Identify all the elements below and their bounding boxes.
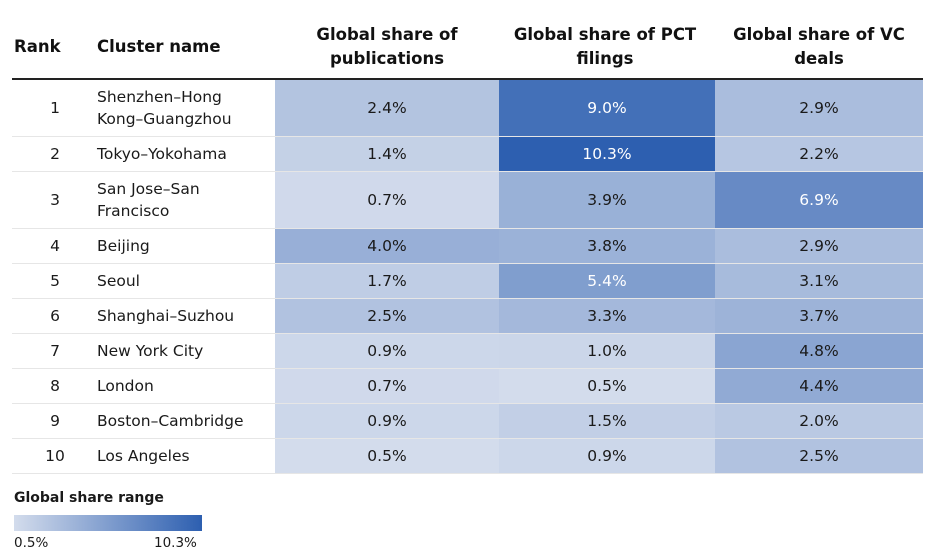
vc-deals-cell: 3.1% <box>715 264 923 298</box>
rank-cell: 1 <box>50 99 60 117</box>
pct-filings-cell: 3.8% <box>499 229 715 263</box>
header-publications: Global share of publications <box>316 25 458 68</box>
pct-filings-cell: 3.3% <box>499 299 715 333</box>
header-rank: Rank <box>14 37 61 56</box>
cluster-name-cell: Boston–Cambridge <box>97 412 244 430</box>
vc-deals-cell: 2.2% <box>715 137 923 171</box>
vc-deals-cell: 2.9% <box>715 80 923 136</box>
header-vc-deals: Global share of VC deals <box>733 25 905 68</box>
cluster-name-cell: New York City <box>97 342 204 360</box>
vc-deals-cell: 2.0% <box>715 404 923 438</box>
table-row: 9 Boston–Cambridge 0.9% 1.5% 2.0% <box>12 404 923 439</box>
pct-filings-cell: 3.9% <box>499 172 715 228</box>
cluster-name-cell: Shanghai–Suzhou <box>97 307 235 325</box>
legend-min-label: 0.5% <box>14 535 49 551</box>
cluster-name-cell: Tokyo–Yokohama <box>97 145 227 163</box>
rank-cell: 10 <box>45 447 65 465</box>
publications-cell: 0.7% <box>275 369 499 403</box>
table-row: 5 Seoul 1.7% 5.4% 3.1% <box>12 264 923 299</box>
vc-deals-cell: 2.5% <box>715 439 923 473</box>
publications-cell: 0.9% <box>275 334 499 368</box>
publications-cell: 0.7% <box>275 172 499 228</box>
table-row: 1 Shenzhen–Hong Kong–Guangzhou 2.4% 9.0% 2.9… <box>12 80 923 137</box>
cluster-name-cell: San Jose–San Francisco <box>97 180 200 220</box>
publications-cell: 1.4% <box>275 137 499 171</box>
rank-cell: 2 <box>50 145 60 163</box>
legend-title: Global share range <box>14 490 164 506</box>
publications-cell: 0.5% <box>275 439 499 473</box>
pct-filings-cell: 10.3% <box>499 137 715 171</box>
vc-deals-cell: 6.9% <box>715 172 923 228</box>
publications-cell: 0.9% <box>275 404 499 438</box>
rank-cell: 4 <box>50 237 60 255</box>
cluster-name-cell: Los Angeles <box>97 447 190 465</box>
table-row: 7 New York City 0.9% 1.0% 4.8% <box>12 334 923 369</box>
pct-filings-cell: 0.9% <box>499 439 715 473</box>
cluster-name-cell: Seoul <box>97 272 140 290</box>
legend-max-label: 10.3% <box>154 535 197 551</box>
header-cluster-name: Cluster name <box>97 37 221 56</box>
rank-cell: 6 <box>50 307 60 325</box>
cluster-name-cell: London <box>97 377 154 395</box>
publications-cell: 4.0% <box>275 229 499 263</box>
rank-cell: 7 <box>50 342 60 360</box>
table-row: 4 Beijing 4.0% 3.8% 2.9% <box>12 229 923 264</box>
pct-filings-cell: 0.5% <box>499 369 715 403</box>
vc-deals-cell: 2.9% <box>715 229 923 263</box>
legend-gradient-bar <box>14 515 202 531</box>
header-pct-filings: Global share of PCT filings <box>513 25 697 68</box>
vc-deals-cell: 3.7% <box>715 299 923 333</box>
pct-filings-cell: 5.4% <box>499 264 715 298</box>
pct-filings-cell: 1.5% <box>499 404 715 438</box>
table-row: 3 San Jose–San Francisco 0.7% 3.9% 6.9% <box>12 172 923 229</box>
publications-cell: 1.7% <box>275 264 499 298</box>
rank-cell: 8 <box>50 377 60 395</box>
table-header: Rank Cluster name Global share of public… <box>12 16 923 80</box>
cluster-name-cell: Shenzhen–Hong Kong–Guangzhou <box>97 88 232 128</box>
table-row: 8 London 0.7% 0.5% 4.4% <box>12 369 923 404</box>
publications-cell: 2.5% <box>275 299 499 333</box>
vc-deals-cell: 4.4% <box>715 369 923 403</box>
table-row: 6 Shanghai–Suzhou 2.5% 3.3% 3.7% <box>12 299 923 334</box>
pct-filings-cell: 1.0% <box>499 334 715 368</box>
pct-filings-cell: 9.0% <box>499 80 715 136</box>
table-row: 10 Los Angeles 0.5% 0.9% 2.5% <box>12 439 923 474</box>
rank-cell: 9 <box>50 412 60 430</box>
table-row: 2 Tokyo–Yokohama 1.4% 10.3% 2.2% <box>12 137 923 172</box>
publications-cell: 2.4% <box>275 80 499 136</box>
cluster-name-cell: Beijing <box>97 237 150 255</box>
vc-deals-cell: 4.8% <box>715 334 923 368</box>
rank-cell: 5 <box>50 272 60 290</box>
rank-cell: 3 <box>50 191 60 209</box>
